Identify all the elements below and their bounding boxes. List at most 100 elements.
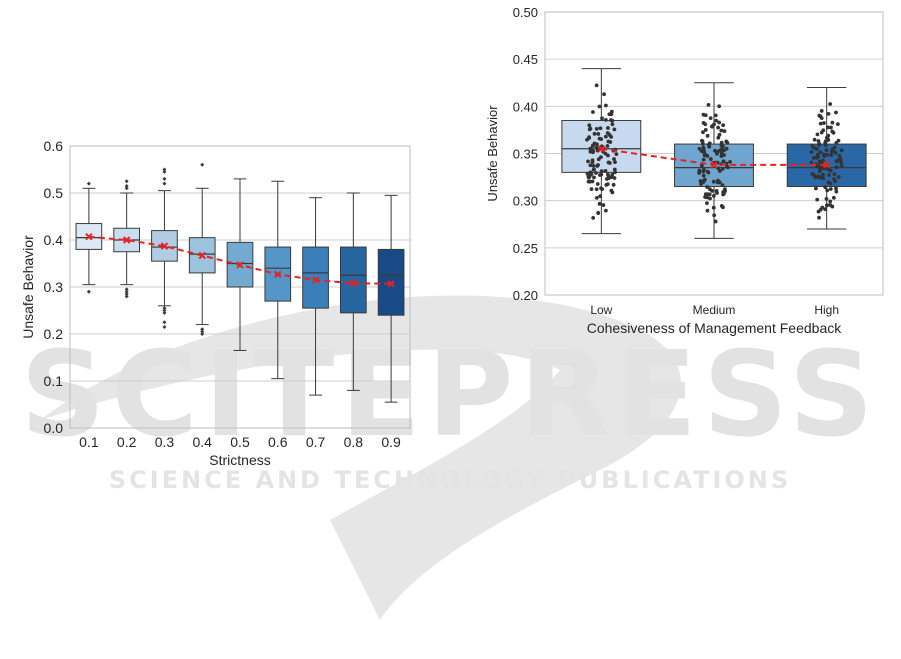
flier-point <box>162 181 167 186</box>
swarm-point <box>705 201 709 206</box>
swarm-point <box>716 135 721 140</box>
watermark-title: SCITEPRESS <box>20 325 879 463</box>
swarm-point <box>700 141 705 146</box>
swarm-point <box>828 181 833 186</box>
mean-marker <box>349 279 358 287</box>
swarm-point <box>828 168 832 173</box>
mean-marker <box>710 161 718 169</box>
swarm-point <box>713 148 717 153</box>
swarm-point <box>595 182 600 186</box>
x-tick-label: 0.5 <box>230 434 250 450</box>
swarm-point <box>835 122 840 126</box>
swarm-point <box>819 109 824 113</box>
swarm-point <box>821 128 826 133</box>
mean-marker <box>85 233 93 241</box>
swarm-point <box>833 151 838 155</box>
swarm-point <box>716 125 720 130</box>
swarm-point <box>832 172 837 177</box>
swarm-point <box>596 163 600 167</box>
swarm-point <box>715 151 719 156</box>
swarm-point <box>712 213 717 218</box>
swarm-point <box>809 160 814 165</box>
box <box>377 248 405 316</box>
swarm-point <box>610 172 615 177</box>
swarm-point <box>591 215 596 220</box>
swarm-point <box>594 83 599 88</box>
swarm-point <box>699 138 704 143</box>
swarm-point <box>717 169 722 173</box>
x-tick-label: 0.3 <box>155 434 175 450</box>
swarm-point <box>705 208 710 213</box>
mean-marker <box>236 261 244 269</box>
swarm-point <box>605 144 610 148</box>
flier-point <box>162 167 167 172</box>
swarm-point <box>708 157 713 161</box>
swarm-point <box>713 113 718 118</box>
swarm-point <box>839 164 844 169</box>
swarm-point <box>713 219 718 224</box>
flier-point <box>124 186 129 191</box>
swarm-point <box>697 170 702 175</box>
y-tick-label: 0.45 <box>513 52 538 67</box>
left-boxplot-chart: 0.0 0.1 0.2 0.3 0.4 0.5 0.6 0.1 0.2 0.3 0.4 0.5 0.6 0… <box>20 138 411 468</box>
mean-marker <box>274 270 282 279</box>
swarm-point <box>609 118 613 123</box>
x-tick-label: 0.7 <box>306 434 326 450</box>
swarm-point <box>592 131 597 136</box>
swarm-point <box>600 116 604 121</box>
swarm-point <box>818 207 823 212</box>
swarm-point <box>595 142 599 147</box>
flier-point <box>124 179 129 184</box>
y-tick-label: 0.1 <box>44 373 64 389</box>
flier-point <box>162 308 167 313</box>
swarm-point <box>817 169 822 174</box>
swarm-point <box>702 153 707 158</box>
swarm-point <box>728 160 732 164</box>
flier-point <box>162 169 167 174</box>
flier-point <box>162 320 167 325</box>
swarm-point <box>715 191 719 195</box>
swarm-point <box>612 127 617 132</box>
swarm-point <box>719 128 724 133</box>
swarm-point <box>610 122 615 127</box>
swarm-point <box>822 154 827 158</box>
swarm-point <box>588 179 592 184</box>
swarm-point <box>822 121 826 125</box>
swarm-point <box>606 126 610 130</box>
swarm-point <box>817 215 821 220</box>
swarm-point <box>830 120 835 125</box>
swarm-point <box>603 118 608 122</box>
swarm-point <box>810 172 815 176</box>
swarm-point <box>594 187 599 192</box>
swarm-point <box>708 196 712 201</box>
flier-point <box>162 310 167 315</box>
swarm-point <box>830 147 835 152</box>
swarm-point <box>705 169 710 174</box>
swarm-point <box>834 189 839 194</box>
plot-frame <box>69 145 411 429</box>
swarm-point <box>814 155 819 160</box>
swarm-point <box>598 194 603 199</box>
flier-point <box>124 287 129 292</box>
swarm-point <box>605 131 610 135</box>
swarm-point <box>818 121 823 126</box>
flier-point <box>200 327 205 332</box>
swarm-point <box>708 116 713 121</box>
x-tick-label: 0.2 <box>117 434 137 450</box>
swarm-point <box>823 207 828 212</box>
swarm-point <box>596 132 601 136</box>
watermark: SCITEPRESS SCIENCE AND TECHNOLOGY PUBLIC… <box>20 295 879 620</box>
swarm-point <box>839 148 844 153</box>
swarm-point <box>821 176 826 181</box>
y-tick-label: 0.35 <box>513 147 538 162</box>
box-group-Low <box>561 68 642 235</box>
swarm-point <box>817 113 822 118</box>
swarm-point <box>701 130 705 135</box>
box-group-0.1 <box>75 181 103 294</box>
swarm-point <box>834 165 839 170</box>
swarm-point <box>831 195 836 200</box>
swarm-point <box>834 110 838 115</box>
swarm-point <box>824 196 829 201</box>
swarm-point <box>586 159 590 164</box>
swarm-point <box>815 197 820 202</box>
